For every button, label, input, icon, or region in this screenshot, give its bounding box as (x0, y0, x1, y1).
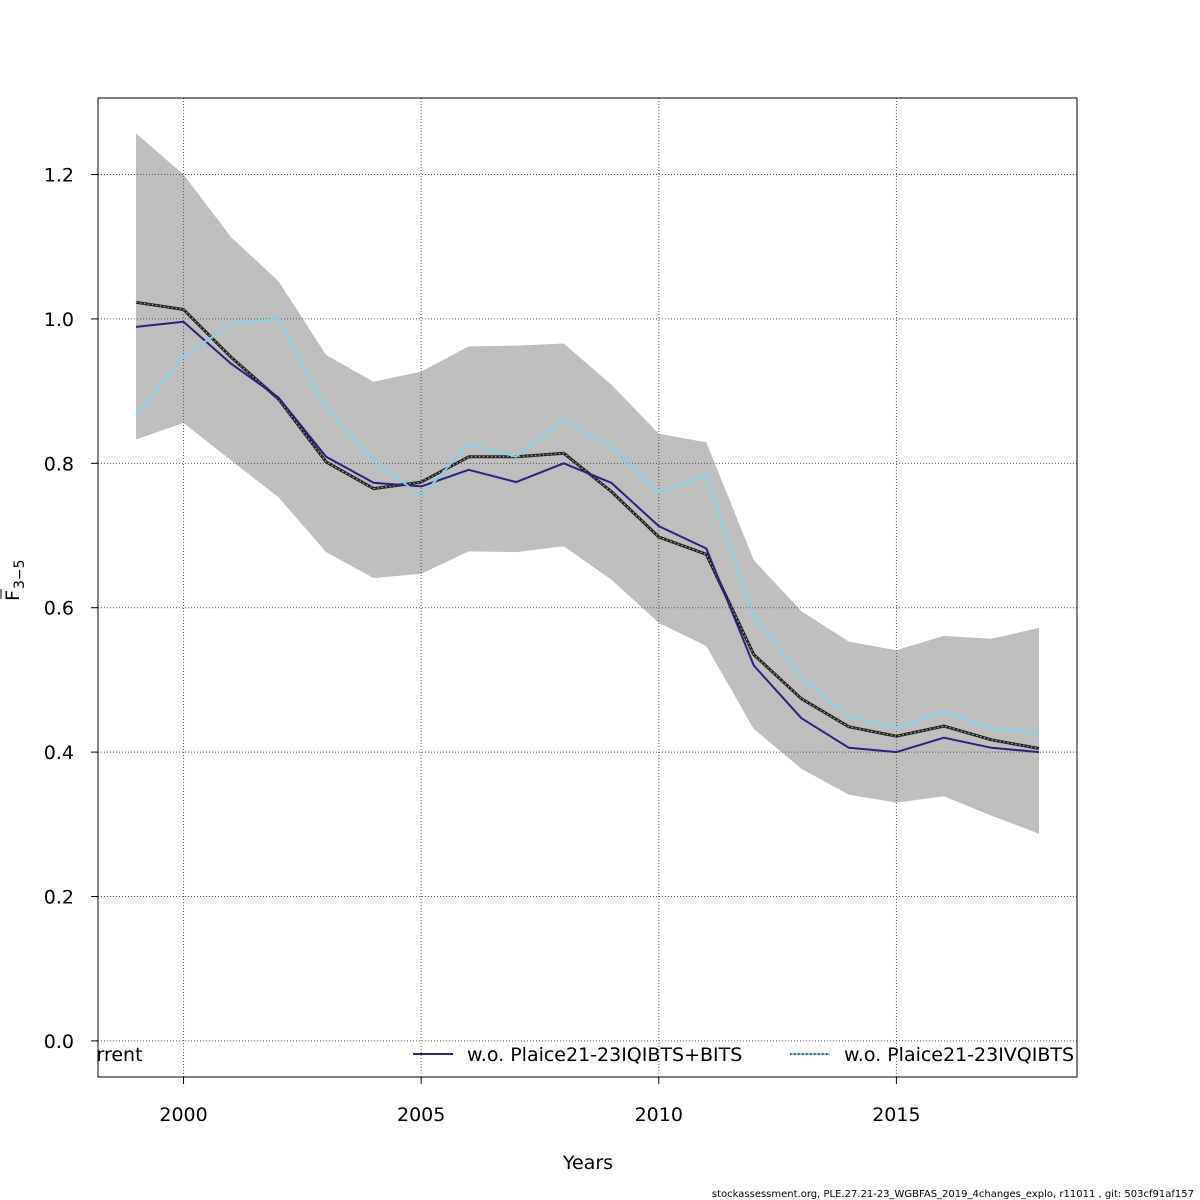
x-tick-label-2005: 2005 (397, 1104, 445, 1126)
series-line-2 (135, 320, 1040, 754)
x-tick-label-2000: 2000 (159, 1104, 207, 1126)
legend-label-series-3: w.o. Plaice21-23IVQIBTS (844, 1044, 1074, 1066)
x-axis-label: Years (562, 1152, 613, 1174)
legend-label-series-2: w.o. Plaice21-23IQIBTS+BITS (467, 1044, 742, 1066)
x-axis: 2000 2005 2010 2015 (159, 1077, 921, 1126)
legend-label-current: current (74, 1044, 143, 1066)
footer-credit: stockassessment.org, PLE.27.21-23_WGBFAS… (712, 1189, 1194, 1200)
y-tick-label-1: 0.2 (44, 887, 74, 909)
y-tick-label-5: 1.0 (44, 309, 74, 331)
y-axis-label-subscript: 3−5 (12, 559, 28, 589)
x-tick-label-2010: 2010 (635, 1104, 683, 1126)
plot-frame (97, 97, 1078, 1078)
x-tick-label-2015: 2015 (872, 1104, 920, 1126)
y-axis-label-main: F (2, 590, 24, 601)
series-line-3 (135, 317, 1040, 735)
grid-lines (98, 98, 1077, 1077)
y-tick-label-3: 0.6 (44, 598, 74, 620)
y-tick-label-2: 0.4 (44, 742, 74, 764)
y-tick-label-0: 0.0 (44, 1031, 74, 1053)
confidence-band (136, 133, 1039, 834)
confidence-band-layer (136, 133, 1039, 834)
legend: current w.o. Plaice21-23IQIBTS+BITS w.o.… (74, 1044, 1074, 1066)
series-lines-layer (135, 300, 1040, 754)
y-axis-label: F 3−5 (0, 559, 28, 601)
y-tick-label-4: 0.8 (44, 453, 74, 475)
y-axis: 0.0 0.2 0.4 0.6 0.8 1.0 1.2 (44, 165, 98, 1053)
y-tick-label-6: 1.2 (44, 165, 74, 187)
